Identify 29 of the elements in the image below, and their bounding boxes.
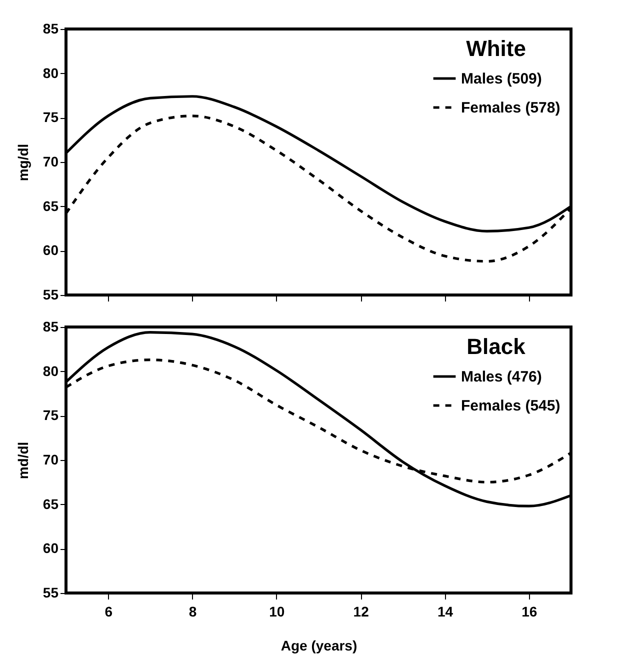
y-tick-label: 55 xyxy=(42,584,59,600)
y-tick-label: 75 xyxy=(42,109,59,126)
y-axis-title: mg/dl xyxy=(14,144,31,182)
y-tick-label: 70 xyxy=(42,154,59,170)
y-tick-label: 65 xyxy=(42,496,59,512)
y-axis-title: md/dl xyxy=(14,442,31,480)
x-tick-label: 14 xyxy=(437,604,454,620)
y-tick-label: 85 xyxy=(42,20,59,36)
x-tick-label: 10 xyxy=(269,604,285,620)
x-tick-label: 8 xyxy=(188,604,197,620)
y-tick-label: 80 xyxy=(42,64,59,81)
y-tick-label: 85 xyxy=(42,318,59,334)
legend-label: Females (578) xyxy=(461,100,560,116)
y-tick-label: 60 xyxy=(42,242,59,258)
legend-title: White xyxy=(466,36,526,61)
legend-label: Males (476) xyxy=(461,368,542,386)
y-tick-label: 75 xyxy=(42,407,59,424)
y-tick-label: 55 xyxy=(42,286,59,302)
y-tick-label: 80 xyxy=(42,362,59,379)
x-tick-label: 16 xyxy=(522,604,538,620)
legend-label: Males (509) xyxy=(461,70,542,88)
y-tick-label: 65 xyxy=(42,198,59,214)
x-tick-label: 6 xyxy=(104,604,113,620)
y-tick-label: 70 xyxy=(42,452,59,468)
legend-title: Black xyxy=(466,334,526,359)
x-axis-title: Age (years) xyxy=(280,638,358,654)
y-tick-label: 60 xyxy=(42,540,59,556)
legend-label: Females (545) xyxy=(461,398,560,414)
x-tick-label: 12 xyxy=(353,604,370,620)
